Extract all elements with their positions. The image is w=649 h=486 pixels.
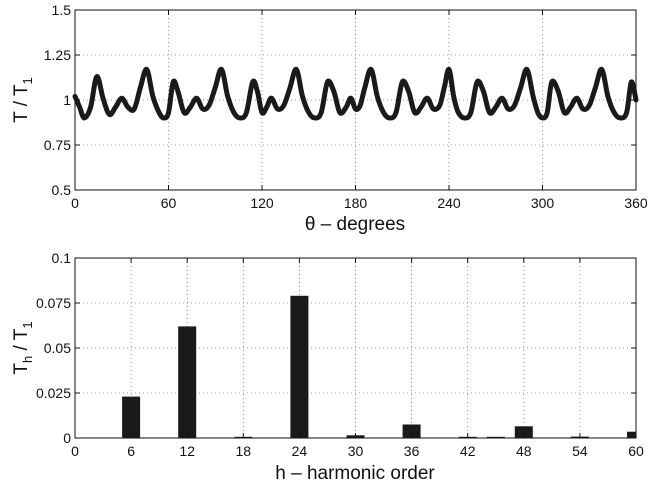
top-y-axis-label-main: T / T [11, 84, 32, 123]
top-gridlines [75, 10, 636, 190]
bottom-xtick-label: 30 [348, 443, 364, 459]
top-xtick-label: 120 [250, 195, 274, 211]
bottom-xtick-label: 48 [516, 443, 532, 459]
top-ytick-label: 1 [63, 92, 71, 108]
bottom-ticks: 0 6 12 18 24 30 36 42 48 54 60 0 0.025 0.05 0.075 0.1 [36, 250, 644, 459]
bottom-gridlines [75, 258, 636, 438]
top-x-axis-label: θ – degrees [305, 214, 405, 235]
top-xtick-label: 300 [531, 195, 555, 211]
harmonic-bar [402, 424, 421, 438]
bottom-ytick-label: 0 [63, 430, 71, 446]
bottom-xtick-label: 24 [292, 443, 308, 459]
top-plot: 0 60 120 180 240 300 360 0.5 0.75 1 1.25 1.5 θ – de… [11, 2, 648, 235]
bottom-xtick-label: 18 [236, 443, 252, 459]
bottom-xtick-label: 0 [71, 443, 79, 459]
bottom-ytick-label: 0.075 [36, 295, 71, 311]
bottom-xtick-label: 54 [572, 443, 588, 459]
bottom-y-axis-label-subscript-h: h [20, 356, 35, 363]
top-ytick-label: 0.5 [52, 182, 72, 198]
harmonic-bar [486, 436, 505, 438]
bottom-xtick-label: 36 [404, 443, 420, 459]
harmonic-bar [514, 426, 533, 438]
harmonic-bar [290, 295, 309, 438]
bottom-ytick-label: 0.025 [36, 385, 71, 401]
bottom-ytick-label: 0.05 [44, 340, 71, 356]
torque-ripple-line [72, 66, 639, 121]
top-ytick-label: 1.25 [44, 47, 71, 63]
bottom-ytick-label: 0.1 [52, 250, 72, 266]
bottom-y-axis-label-mid: / T [11, 328, 32, 355]
bottom-x-axis-label: h – harmonic order [275, 463, 435, 484]
bottom-xtick-label: 6 [127, 443, 135, 459]
harmonic-bar [627, 431, 636, 438]
bottom-y-axis-label-subscript-1: 1 [20, 321, 35, 328]
bottom-plot: 0 6 12 18 24 30 36 42 48 54 60 0 0.025 0.05 0.075 0.1 h… [11, 250, 644, 484]
bottom-y-axis-label: Th / T1 [11, 321, 35, 374]
top-ticks: 0 60 120 180 240 300 360 0.5 0.75 1 1.25 1.5 [44, 2, 648, 211]
harmonic-bar [178, 326, 197, 438]
top-y-axis-label: T / T1 [11, 77, 35, 123]
bottom-y-axis-label-main: T [11, 363, 32, 375]
bottom-bars [122, 295, 636, 438]
bottom-xtick-label: 60 [628, 443, 644, 459]
top-y-axis-label-subscript: 1 [20, 77, 35, 84]
top-xtick-label: 180 [344, 195, 368, 211]
harmonic-bar [122, 396, 141, 438]
bottom-xtick-label: 42 [460, 443, 476, 459]
top-xtick-label: 240 [437, 195, 461, 211]
top-ytick-label: 1.5 [52, 2, 72, 18]
top-xtick-label: 60 [161, 195, 177, 211]
bottom-xtick-label: 12 [179, 443, 195, 459]
top-series [72, 66, 639, 121]
top-xtick-label: 0 [71, 195, 79, 211]
top-ytick-label: 0.75 [44, 137, 71, 153]
top-xtick-label: 360 [624, 195, 648, 211]
